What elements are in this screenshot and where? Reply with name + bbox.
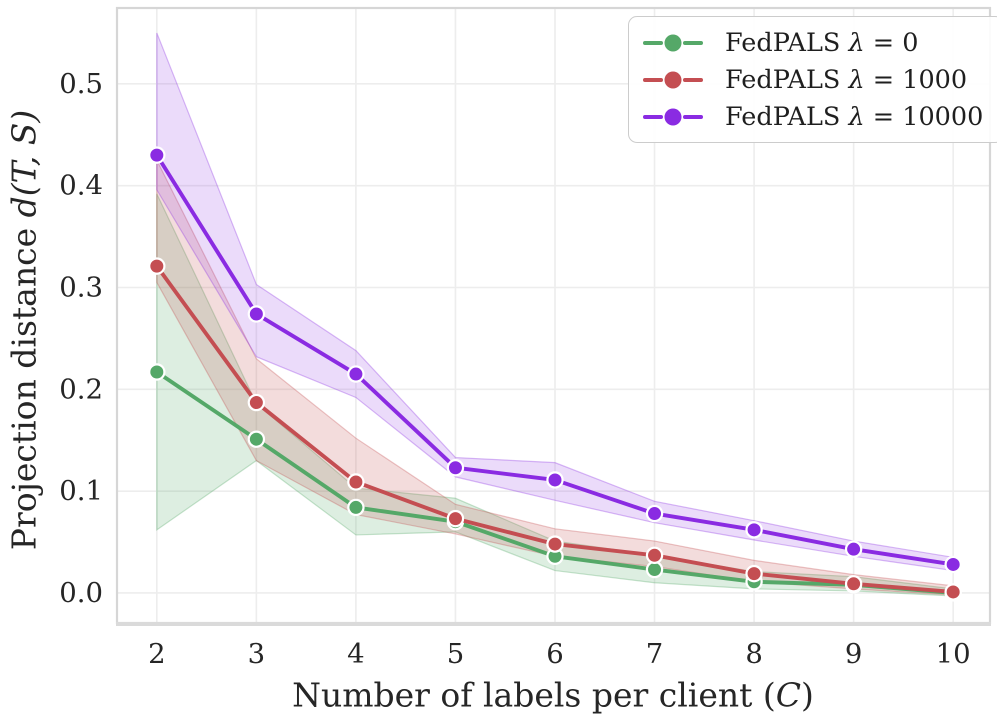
data-point-series-2 <box>546 471 564 489</box>
x-tick-label: 5 <box>447 638 465 670</box>
y-tick-label: 0.2 <box>59 373 103 405</box>
legend-dash <box>683 114 703 119</box>
data-point-series-1 <box>247 393 266 412</box>
y-tick-label: 0.4 <box>59 170 103 202</box>
data-point-series-1 <box>347 473 365 491</box>
y-axis-label: Projection distance d(T, S) <box>5 110 44 550</box>
legend-dash <box>643 40 663 45</box>
data-point-series-0 <box>148 363 166 381</box>
data-point-series-2 <box>645 504 664 523</box>
legend-dash <box>643 77 663 82</box>
legend-dot <box>664 108 682 125</box>
legend-label-text: FedPALS <box>725 27 849 58</box>
data-point-series-1 <box>844 575 863 593</box>
legend-label: FedPALS λ = 0 <box>725 28 918 58</box>
legend-label-text: FedPALS <box>725 64 849 95</box>
data-point-series-2 <box>944 555 962 574</box>
data-point-series-1 <box>745 564 763 583</box>
x-axis-label: Number of labels per client (C) <box>292 676 814 715</box>
legend-label-math: λ <box>848 27 865 58</box>
legend-line-marker-icon <box>643 33 703 53</box>
x-tick-label: 8 <box>745 638 763 670</box>
legend-dash <box>683 77 703 82</box>
data-point-series-1 <box>546 535 564 553</box>
legend-dot <box>664 71 682 88</box>
data-point-series-2 <box>247 305 266 323</box>
data-point-series-0 <box>347 498 365 517</box>
legend-label-math: λ <box>848 64 865 95</box>
y-tick-label: 0.0 <box>59 577 103 609</box>
x-tick-label: 9 <box>845 638 863 670</box>
legend-dash <box>643 114 663 119</box>
data-point-series-2 <box>844 540 863 558</box>
axis-label-text: Projection distance <box>4 217 44 551</box>
data-point-series-2 <box>745 521 763 539</box>
legend-label: FedPALS λ = 1000 <box>725 65 967 95</box>
legend-label-text: = 10000 <box>864 101 984 132</box>
axis-label-math: C <box>775 675 802 715</box>
data-point-series-1 <box>148 257 166 275</box>
legend-dot <box>664 34 682 51</box>
x-tick-label: 10 <box>936 638 971 670</box>
axis-label-math: d(T, S) <box>4 109 44 218</box>
data-point-series-2 <box>446 459 465 477</box>
legend-line-marker-icon <box>643 70 703 90</box>
x-tick-label: 7 <box>646 638 664 670</box>
legend-item-series-2: FedPALS λ = 10000 <box>643 98 983 135</box>
y-tick-label: 0.3 <box>59 271 103 303</box>
x-tick-label: 2 <box>148 638 166 670</box>
data-point-series-0 <box>247 430 266 448</box>
legend-item-series-1: FedPALS λ = 1000 <box>643 61 983 98</box>
legend: FedPALS λ = 0 FedPALS λ = 1000 FedPALS λ =… <box>628 16 997 143</box>
legend-label-text: FedPALS <box>725 101 849 132</box>
data-point-series-1 <box>446 509 465 528</box>
legend-item-series-0: FedPALS λ = 0 <box>643 24 983 61</box>
legend-line-marker-icon <box>643 107 703 127</box>
x-tick-label: 3 <box>248 638 266 670</box>
legend-label-math: λ <box>848 101 865 132</box>
axis-label-text: Number of labels per client ( <box>292 675 776 715</box>
y-tick-label: 0.1 <box>59 475 103 507</box>
data-point-series-2 <box>347 365 365 383</box>
legend-label-text: = 0 <box>864 27 919 58</box>
x-tick-label: 6 <box>546 638 564 670</box>
data-point-series-2 <box>148 146 166 164</box>
legend-label: FedPALS λ = 10000 <box>725 102 983 132</box>
data-point-series-1 <box>645 546 664 564</box>
axis-label-text: ) <box>801 675 814 715</box>
y-tick-label: 0.5 <box>59 68 103 100</box>
data-point-series-1 <box>944 583 962 601</box>
x-tick-label: 4 <box>347 638 365 670</box>
data-point-series-0 <box>645 560 664 579</box>
legend-label-text: = 1000 <box>864 64 968 95</box>
legend-dash <box>683 40 703 45</box>
